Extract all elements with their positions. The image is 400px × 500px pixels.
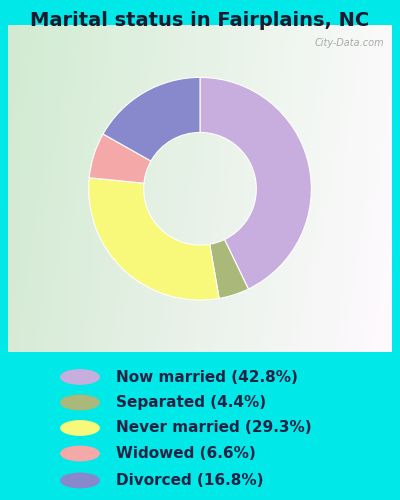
Text: Now married (42.8%): Now married (42.8%) (116, 370, 298, 384)
Wedge shape (200, 78, 311, 289)
Text: City-Data.com: City-Data.com (315, 38, 384, 48)
Circle shape (61, 474, 99, 488)
Wedge shape (89, 134, 151, 183)
Wedge shape (89, 178, 219, 300)
Text: Separated (4.4%): Separated (4.4%) (116, 395, 266, 410)
Circle shape (61, 370, 99, 384)
Circle shape (61, 446, 99, 460)
Wedge shape (210, 240, 248, 298)
Circle shape (61, 396, 99, 409)
Circle shape (61, 421, 99, 435)
Text: Marital status in Fairplains, NC: Marital status in Fairplains, NC (30, 11, 370, 30)
Text: Widowed (6.6%): Widowed (6.6%) (116, 446, 256, 461)
Wedge shape (103, 78, 200, 161)
Text: Divorced (16.8%): Divorced (16.8%) (116, 473, 264, 488)
Text: Never married (29.3%): Never married (29.3%) (116, 420, 312, 436)
